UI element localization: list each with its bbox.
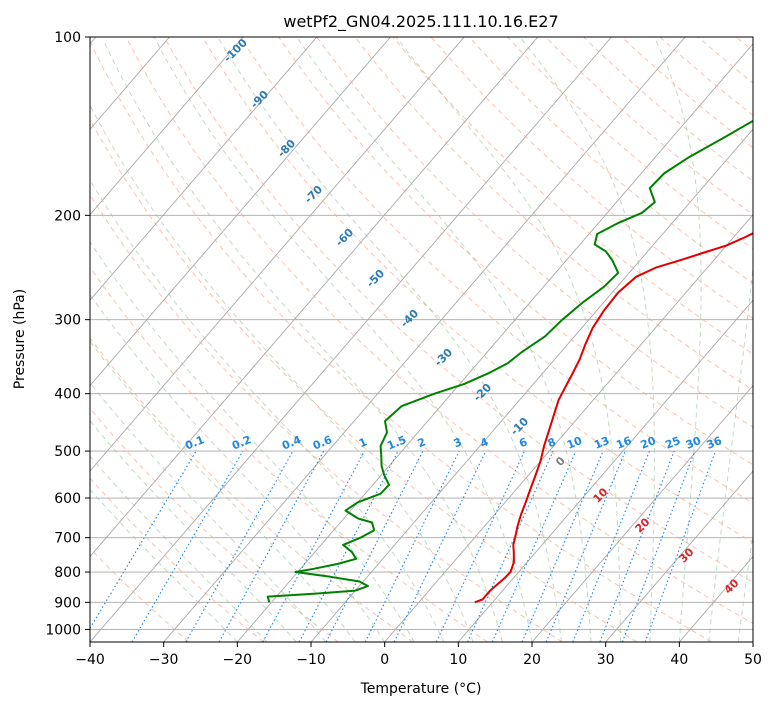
x-tick-label: 10 bbox=[449, 652, 467, 668]
x-tick-label: −40 bbox=[75, 652, 105, 668]
y-tick-label: 600 bbox=[54, 491, 81, 507]
y-tick-label: 700 bbox=[54, 531, 81, 547]
y-tick-label: 1000 bbox=[45, 622, 81, 638]
x-tick-label: 0 bbox=[380, 652, 389, 668]
x-tick-label: 30 bbox=[597, 652, 615, 668]
y-tick-label: 900 bbox=[54, 595, 81, 611]
x-tick-label: −30 bbox=[149, 652, 179, 668]
x-tick-label: 50 bbox=[744, 652, 762, 668]
plot-background bbox=[90, 37, 753, 642]
chart-title: wetPf2_GN04.2025.111.10.16.E27 bbox=[283, 12, 558, 32]
x-tick-label: −10 bbox=[296, 652, 326, 668]
y-tick-label: 500 bbox=[54, 444, 81, 460]
y-tick-label: 800 bbox=[54, 565, 81, 581]
x-tick-label: 20 bbox=[523, 652, 541, 668]
y-tick-label: 300 bbox=[54, 313, 81, 329]
y-axis-label: Pressure (hPa) bbox=[12, 289, 28, 389]
y-tick-label: 200 bbox=[54, 208, 81, 224]
x-tick-label: 40 bbox=[670, 652, 688, 668]
y-tick-label: 100 bbox=[54, 30, 81, 46]
y-tick-label: 400 bbox=[54, 387, 81, 403]
x-tick-label: −20 bbox=[223, 652, 253, 668]
x-axis-label: Temperature (°C) bbox=[360, 681, 482, 697]
